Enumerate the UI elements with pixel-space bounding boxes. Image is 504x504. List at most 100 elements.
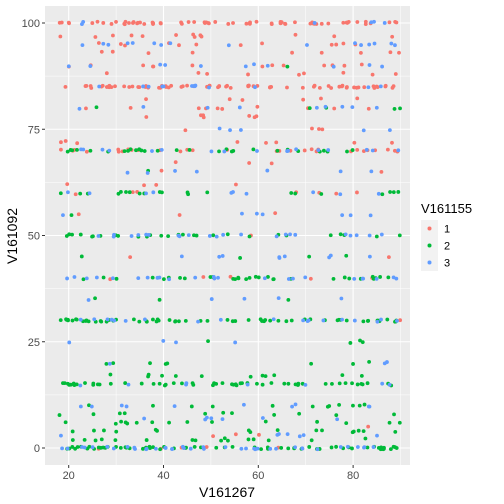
data-point: [393, 43, 397, 48]
data-point: [361, 429, 366, 433]
data-point: [159, 43, 164, 47]
data-point: [126, 148, 130, 153]
data-point: [159, 147, 164, 152]
data-point: [226, 22, 231, 26]
data-point: [193, 83, 198, 88]
data-point: [151, 317, 155, 322]
data-point: [380, 64, 384, 69]
data-point: [322, 63, 327, 68]
data-point: [297, 411, 302, 416]
data-point: [142, 22, 147, 26]
data-point: [274, 140, 279, 145]
data-point: [293, 20, 297, 25]
data-point: [239, 446, 244, 451]
data-point: [83, 381, 87, 385]
data-point: [289, 318, 294, 323]
data-point: [326, 148, 331, 152]
data-point: [225, 232, 230, 237]
data-point: [350, 381, 354, 386]
data-point: [151, 381, 156, 386]
data-point: [314, 428, 319, 433]
data-point: [323, 381, 328, 386]
data-point: [397, 233, 402, 238]
data-point: [125, 170, 130, 175]
data-point: [257, 432, 261, 437]
data-point: [67, 232, 72, 237]
data-point: [209, 416, 214, 421]
data-point: [248, 20, 252, 25]
data-point: [334, 191, 339, 196]
data-point: [101, 445, 106, 450]
data-point: [286, 148, 290, 153]
data-point: [230, 319, 235, 324]
data-point: [281, 63, 286, 68]
data-point: [231, 21, 235, 25]
data-point: [355, 147, 360, 152]
data-point: [334, 42, 339, 47]
data-point: [93, 296, 97, 301]
data-point: [256, 275, 261, 280]
data-point: [374, 234, 379, 239]
data-point: [342, 275, 347, 280]
data-point: [76, 212, 81, 217]
data-point: [260, 212, 265, 217]
data-point: [345, 149, 349, 154]
data-point: [111, 234, 116, 239]
data-point: [161, 339, 166, 343]
data-point: [220, 417, 225, 422]
data-point: [253, 447, 258, 452]
data-point: [228, 128, 232, 133]
data-point: [154, 446, 158, 451]
data-point: [271, 317, 276, 322]
data-point: [180, 381, 184, 386]
data-point: [178, 149, 183, 154]
data-point: [125, 41, 130, 46]
data-point: [380, 381, 385, 386]
data-point: [264, 141, 268, 145]
data-point: [146, 51, 151, 56]
data-point: [83, 84, 88, 88]
data-point: [300, 85, 305, 90]
data-point: [70, 438, 75, 442]
data-point: [247, 161, 252, 165]
data-point: [137, 191, 142, 196]
data-point: [78, 404, 83, 409]
data-point: [181, 232, 185, 237]
data-point: [371, 445, 376, 449]
data-point: [341, 20, 346, 25]
data-point: [209, 149, 214, 154]
data-point: [105, 317, 110, 322]
data-point: [169, 83, 174, 88]
data-point: [278, 20, 283, 24]
data-point: [158, 447, 163, 452]
data-point: [205, 71, 210, 76]
data-point: [367, 360, 371, 364]
data-point: [141, 84, 146, 89]
data-point: [272, 373, 277, 378]
data-point: [367, 42, 372, 47]
data-point: [190, 50, 195, 55]
data-point: [220, 254, 225, 258]
data-point: [102, 428, 106, 433]
data-point: [206, 339, 210, 344]
data-point: [273, 211, 278, 216]
data-point: [307, 106, 312, 110]
data-point: [282, 381, 287, 386]
data-point: [385, 317, 390, 322]
data-point: [190, 381, 195, 386]
data-point: [255, 381, 259, 386]
data-point: [228, 86, 233, 90]
data-point: [380, 192, 385, 197]
data-point: [387, 20, 392, 25]
data-point: [350, 148, 355, 152]
data-point: [246, 318, 251, 322]
data-point: [366, 318, 371, 323]
data-point: [122, 149, 127, 154]
data-point: [192, 20, 197, 24]
data-point: [379, 317, 383, 322]
data-point: [254, 211, 259, 216]
data-point: [361, 149, 366, 154]
data-point: [186, 233, 191, 238]
data-point: [159, 168, 164, 173]
data-point: [158, 21, 163, 26]
